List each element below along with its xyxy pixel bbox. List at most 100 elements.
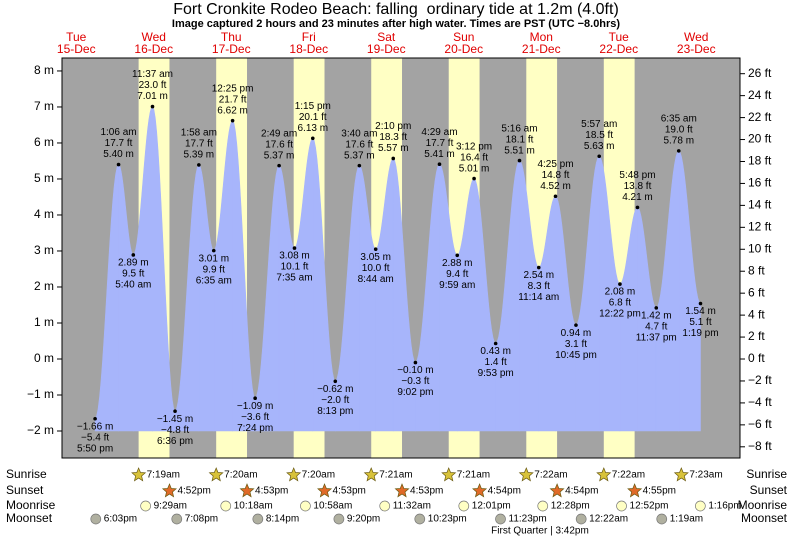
moonset-icon — [333, 513, 345, 525]
y-tick-label: −2 m — [27, 423, 54, 437]
row-label-left: Moonset — [6, 511, 53, 525]
tide-feet: 18.1 ft — [506, 134, 534, 145]
tide-feet: −4.8 ft — [161, 425, 189, 436]
row-label-left: Moonrise — [6, 498, 56, 512]
sunrise-icon — [673, 467, 689, 482]
tide-feet: 16.4 ft — [460, 152, 488, 163]
tide-meters: 2.88 m — [442, 258, 473, 269]
y2-tick-label: −8 ft — [748, 439, 772, 453]
y-tick-label: 0 m — [34, 351, 54, 365]
tide-meters: −1.09 m — [237, 401, 273, 412]
tide-point — [150, 104, 155, 109]
day-date: 15-Dec — [57, 42, 96, 56]
tide-meters: 6.62 m — [217, 105, 248, 116]
tide-point — [333, 379, 338, 384]
tide-meters: 3.08 m — [279, 251, 310, 262]
tide-feet: 20.1 ft — [299, 112, 327, 123]
tide-feet: 10.0 ft — [362, 263, 390, 274]
moonrise-time: 12:28pm — [551, 501, 590, 512]
tide-area — [213, 119, 233, 432]
tide-time: 5:40 am — [115, 280, 151, 291]
tide-time: 5:48 pm — [619, 170, 655, 181]
tide-point — [93, 416, 97, 421]
tide-area — [392, 157, 416, 432]
sunrise-icon — [286, 467, 302, 482]
tide-meters: 2.08 m — [605, 287, 636, 298]
tide-meters: 5.40 m — [103, 149, 134, 160]
tide-feet: 21.7 ft — [219, 94, 247, 105]
tide-meters: 4.21 m — [622, 192, 653, 203]
plot-area — [62, 58, 740, 458]
sunrise-time: 7:21am — [379, 470, 412, 481]
y2-tick-label: 8 ft — [748, 263, 765, 277]
sunset-time: 4:53pm — [333, 486, 366, 497]
tide-meters: 3.01 m — [198, 253, 229, 264]
y2-tick-label: 18 ft — [748, 154, 772, 168]
tide-feet: 10.1 ft — [281, 262, 309, 273]
tide-point — [493, 341, 498, 346]
moonrise-icon — [537, 500, 549, 512]
tide-area — [174, 163, 200, 432]
day-date: 19-Dec — [367, 42, 406, 56]
tide-feet: −0.3 ft — [401, 376, 429, 387]
tide-time: 1:06 am — [100, 127, 136, 138]
tide-area — [312, 137, 336, 432]
y2-tick-label: −2 ft — [748, 373, 772, 387]
y2-tick-label: 12 ft — [748, 219, 772, 233]
tide-time: 2:49 am — [261, 128, 297, 139]
tide-area — [598, 155, 621, 432]
day-weekday: Sun — [453, 30, 474, 44]
y-tick-label: 3 m — [34, 243, 54, 257]
tide-time: 5:16 am — [501, 123, 537, 134]
sunset-time: 4:54pm — [488, 486, 521, 497]
tide-meters: 5.78 m — [663, 136, 694, 147]
tide-area — [439, 163, 458, 432]
tide-feet: 17.7 ft — [426, 138, 454, 149]
tide-time: 1:19 pm — [682, 328, 718, 339]
plot-frame — [61, 57, 741, 459]
tide-time: 9:02 pm — [397, 387, 433, 398]
tide-time: 5:57 am — [581, 119, 617, 130]
tide-point — [373, 247, 378, 251]
day-weekday: Wed — [684, 30, 708, 44]
y2-tick-label: 4 ft — [748, 307, 765, 321]
tide-time: 9:59 am — [439, 280, 475, 291]
tide-feet: −3.6 ft — [241, 412, 269, 423]
day-date: 16-Dec — [134, 42, 173, 56]
tide-meters: 1.42 m — [641, 311, 672, 322]
sunrise-time: 7:20am — [302, 470, 335, 481]
tide-feet: 3.1 ft — [565, 339, 587, 350]
sunset-time: 4:53pm — [255, 486, 288, 497]
moonrise-time: 12:01pm — [472, 501, 511, 512]
tide-feet: 9.4 ft — [446, 269, 468, 280]
moonset-time: 1:19am — [670, 514, 703, 525]
tide-meters: 6.13 m — [297, 123, 328, 134]
day-weekday: Thu — [221, 30, 242, 44]
tide-feet: 1.4 ft — [485, 357, 507, 368]
day-weekday: Wed — [142, 30, 166, 44]
y-tick-label: 7 m — [34, 99, 54, 113]
row-label-right: Sunset — [750, 483, 788, 497]
tide-meters: 5.41 m — [424, 149, 455, 160]
tide-feet: 9.9 ft — [203, 264, 225, 275]
tide-area — [519, 159, 540, 432]
tide-point — [597, 154, 602, 159]
tide-meters: 7.01 m — [137, 91, 168, 102]
sunrise-icon — [518, 467, 534, 482]
day-weekday: Mon — [530, 30, 553, 44]
tide-feet: −2.0 ft — [321, 395, 349, 406]
moonrise-icon — [694, 500, 706, 512]
tide-area — [132, 105, 153, 432]
sunset-time: 4:53pm — [410, 486, 443, 497]
tide-time: 3:40 am — [341, 128, 377, 139]
day-weekday: Fri — [302, 30, 316, 44]
tide-time: 1:15 pm — [295, 101, 331, 112]
moonrise-time: 11:32am — [393, 501, 431, 512]
tide-area — [254, 164, 280, 432]
y2-tick-label: 16 ft — [748, 176, 772, 190]
moonset-icon — [575, 513, 587, 525]
moonrise-time: 9:29am — [154, 501, 187, 512]
tide-point — [553, 194, 558, 199]
tide-time: 5:50 pm — [77, 443, 113, 454]
